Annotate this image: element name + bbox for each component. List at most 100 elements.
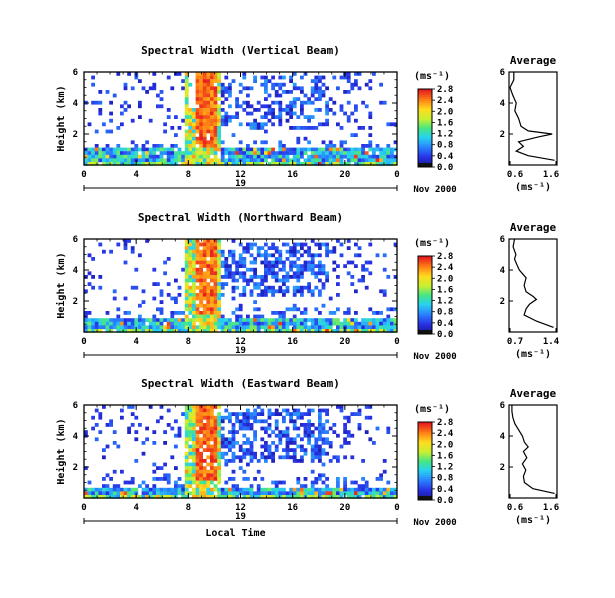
heatmap-cell (213, 307, 218, 312)
heatmap-cell (184, 423, 189, 427)
heatmap-cell (343, 441, 347, 445)
heatmap-cell (350, 433, 355, 438)
heatmap-cell (328, 495, 333, 499)
heatmap-cell (346, 246, 351, 250)
heatmap-cell (213, 260, 218, 265)
heatmap-cell (314, 97, 319, 101)
heatmap-cell (249, 495, 254, 499)
heatmap-cell (314, 477, 319, 481)
colorbar-segment (418, 96, 432, 100)
heatmap-cell (202, 285, 207, 290)
heatmap-cell (372, 154, 376, 159)
heatmap-cell (195, 75, 200, 80)
heatmap-cell (159, 477, 164, 481)
heatmap-cell (210, 140, 214, 145)
heatmap-cell (213, 93, 218, 98)
heatmap-cell (242, 158, 247, 163)
heatmap-cell (105, 144, 110, 148)
colorbar-segment (418, 267, 432, 270)
heatmap-cell (314, 108, 319, 112)
heatmap-cell (170, 311, 175, 315)
heatmap-cell (278, 480, 283, 485)
heatmap-cell (188, 423, 193, 427)
heatmap-cell (120, 104, 124, 109)
heatmap-cell (213, 477, 218, 481)
heatmap-cell (192, 495, 196, 499)
heatmap-cell (195, 82, 200, 87)
heatmap-cell (292, 275, 297, 279)
heatmap-cell (192, 111, 196, 116)
colorbar-segment (418, 259, 432, 263)
heatmap-cell (318, 473, 322, 478)
heatmap-cell (199, 275, 203, 279)
heatmap-cell (242, 469, 247, 474)
heatmap-cell (361, 491, 365, 496)
heatmap-cell (246, 451, 250, 456)
heatmap-cell (339, 495, 344, 499)
heatmap-cell (289, 90, 293, 94)
heatmap-cell (177, 433, 182, 438)
heatmap-cell (361, 484, 365, 488)
heatmap-cell (321, 303, 326, 308)
heatmap-cell (249, 246, 254, 250)
heatmap-cell (141, 289, 146, 294)
heatmap-cell (141, 480, 146, 485)
heatmap-cell (202, 469, 207, 474)
heatmap-cell (303, 433, 308, 438)
heatmap-cell (199, 90, 203, 94)
heatmap-cell (174, 444, 178, 449)
colorbar-tick-label: 2.0 (437, 440, 453, 450)
heatmap-cell (256, 293, 261, 297)
heatmap-cell (174, 495, 178, 499)
heatmap-cell (238, 412, 243, 416)
colorbar-segment (418, 155, 432, 158)
colorbar-tick-label: 1.6 (437, 451, 453, 461)
heatmap-cell (357, 484, 362, 488)
heatmap-cell (163, 487, 167, 492)
day-label: 19 (235, 179, 246, 189)
colorbar-segment (418, 302, 432, 306)
heatmap-cell (213, 144, 218, 148)
y-axis-label: Height (km) (55, 85, 67, 151)
heatmap-cell (181, 487, 185, 492)
heatmap-cell (174, 419, 178, 424)
colorbar-segment (418, 449, 432, 452)
heatmap-cell (206, 321, 211, 326)
heatmap-cell (282, 419, 286, 424)
heatmap-cell (372, 147, 376, 152)
heatmap-cell (84, 151, 88, 155)
heatmap-cell (303, 318, 308, 322)
heatmap-cell (177, 151, 182, 155)
heatmap-cell (372, 495, 376, 499)
heatmap-cell (278, 111, 283, 116)
heatmap-cell (314, 325, 319, 330)
heatmap-cell (217, 426, 221, 431)
heatmap-cell (220, 329, 225, 333)
heatmap-cell (84, 430, 88, 434)
heatmap-cell (220, 253, 225, 258)
heatmap-cell (278, 249, 283, 254)
heatmap-cell (346, 100, 351, 105)
heatmap-cell (152, 82, 157, 87)
heatmap-cell (386, 147, 391, 152)
heatmap-cell (296, 433, 301, 438)
heatmap-cell (361, 264, 365, 268)
heatmap-cell (260, 419, 265, 424)
heatmap-cell (296, 86, 301, 91)
heatmap-cell (202, 480, 207, 485)
heatmap-cell (188, 162, 193, 166)
colorbar-segment (418, 161, 432, 164)
heatmap-cell (210, 329, 214, 333)
heatmap-cell (332, 151, 337, 155)
heatmap-cell (192, 129, 196, 134)
heatmap-cell (361, 318, 365, 322)
heatmap-cell (202, 405, 207, 409)
heatmap-cell (217, 466, 221, 470)
heatmap-cell (195, 126, 200, 130)
heatmap-cell (195, 293, 200, 297)
heatmap-cell (231, 433, 236, 438)
heatmap-cell (318, 278, 322, 283)
heatmap-cell (256, 285, 261, 290)
heatmap-cell (282, 433, 286, 438)
heatmap-cell (231, 325, 236, 330)
